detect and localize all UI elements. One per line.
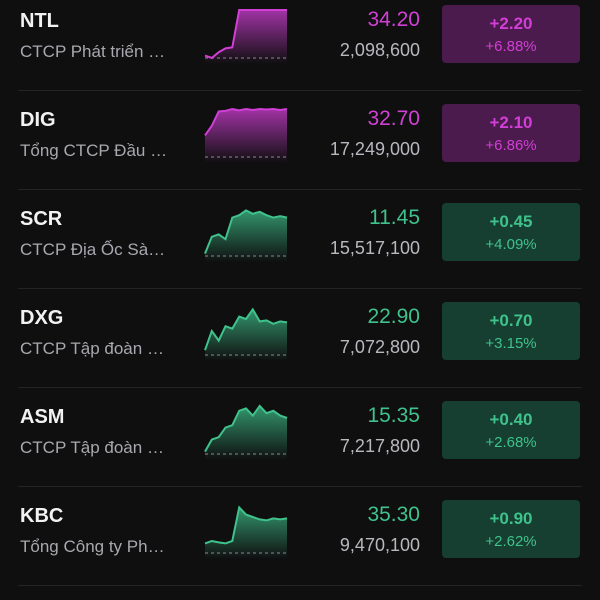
ticker: DXG (20, 307, 64, 329)
volume: 17,249,000 (329, 139, 420, 159)
sparkline (204, 404, 288, 460)
change-percent: +2.68% (485, 434, 537, 451)
change-box: +0.40 +2.68% (442, 401, 580, 459)
volume: 7,072,800 (339, 337, 420, 357)
change-box: +2.10 +6.86% (442, 104, 580, 162)
change-percent: +3.15% (485, 335, 537, 352)
separator (18, 90, 582, 91)
sparkline-area (205, 210, 287, 262)
volume: 15,517,100 (329, 238, 420, 258)
sparkline-line (204, 505, 288, 545)
sparkline (204, 209, 288, 262)
separator (18, 288, 582, 289)
sparkline-line (204, 307, 288, 351)
separator (18, 189, 582, 190)
ticker: ASM (20, 406, 65, 428)
company-name: CTCP Tập đoàn … (20, 438, 164, 457)
sparkline (204, 9, 287, 64)
change-box: +2.20 +6.88% (442, 5, 580, 63)
change-box: +0.70 +3.15% (442, 302, 580, 360)
ticker: KBC (20, 505, 64, 527)
change: +2.20 (489, 14, 533, 33)
change: +2.10 (489, 113, 533, 132)
change: +0.70 (489, 311, 533, 330)
sparkline-area (205, 309, 287, 361)
sparkline-line (204, 404, 288, 453)
volume: 7,217,800 (339, 436, 420, 456)
stock-row[interactable]: ASM CTCP Tập đoàn … 15.35 7,217,800 +0.40 +2.… (0, 396, 600, 495)
change: +0.90 (489, 509, 533, 528)
company-name: Tổng CTCP Đầu … (20, 141, 168, 160)
volume: 2,098,600 (339, 40, 420, 60)
price: 35.30 (367, 503, 420, 526)
change: +0.45 (489, 212, 533, 231)
ticker: NTL (20, 10, 59, 32)
stock-row[interactable]: NTL CTCP Phát triển … 34.20 2,098,600 +2.20 +… (0, 0, 600, 99)
separator (18, 585, 582, 586)
sparkline-area (205, 406, 287, 460)
sparkline (204, 107, 288, 163)
change-box: +0.45 +4.09% (442, 203, 580, 261)
price: 34.20 (367, 8, 420, 31)
price: 22.90 (367, 305, 420, 328)
sparkline (204, 307, 288, 361)
separator (18, 387, 582, 388)
change-percent: +4.09% (485, 236, 537, 253)
sparkline-line (204, 9, 287, 60)
separator (18, 486, 582, 487)
sparkline-area (205, 10, 287, 64)
change-percent: +2.62% (485, 533, 537, 550)
stock-row[interactable]: SCR CTCP Địa Ốc Sà… 11.45 15,517,100 +0.45 +4… (0, 198, 600, 297)
stock-row[interactable]: DXG CTCP Tập đoàn … 22.90 7,072,800 +0.70 +3.… (0, 297, 600, 396)
change-percent: +6.88% (485, 38, 537, 55)
stock-row[interactable]: DIG Tổng CTCP Đầu … 32.70 17,249,000 +2.10 +6… (0, 99, 600, 198)
ticker: DIG (20, 109, 56, 131)
company-name: CTCP Phát triển … (20, 42, 166, 61)
company-name: Tổng Công ty Ph… (20, 537, 165, 556)
price: 15.35 (367, 404, 420, 427)
sparkline-area (205, 109, 287, 163)
sparkline-line (204, 209, 288, 254)
stock-row[interactable]: KBC Tổng Công ty Ph… 35.30 9,470,100 +0.90 +2… (0, 495, 600, 594)
change-box: +0.90 +2.62% (442, 500, 580, 558)
company-name: CTCP Tập đoàn … (20, 339, 164, 358)
company-name: CTCP Địa Ốc Sà… (20, 240, 166, 259)
ticker: SCR (20, 208, 63, 230)
volume: 9,470,100 (339, 535, 420, 555)
sparkline-area (205, 507, 287, 559)
change-percent: +6.86% (485, 137, 537, 154)
price: 11.45 (369, 206, 420, 229)
sparkline (204, 505, 288, 559)
sparkline-line (204, 107, 288, 136)
price: 32.70 (367, 107, 420, 130)
change: +0.40 (489, 410, 533, 429)
